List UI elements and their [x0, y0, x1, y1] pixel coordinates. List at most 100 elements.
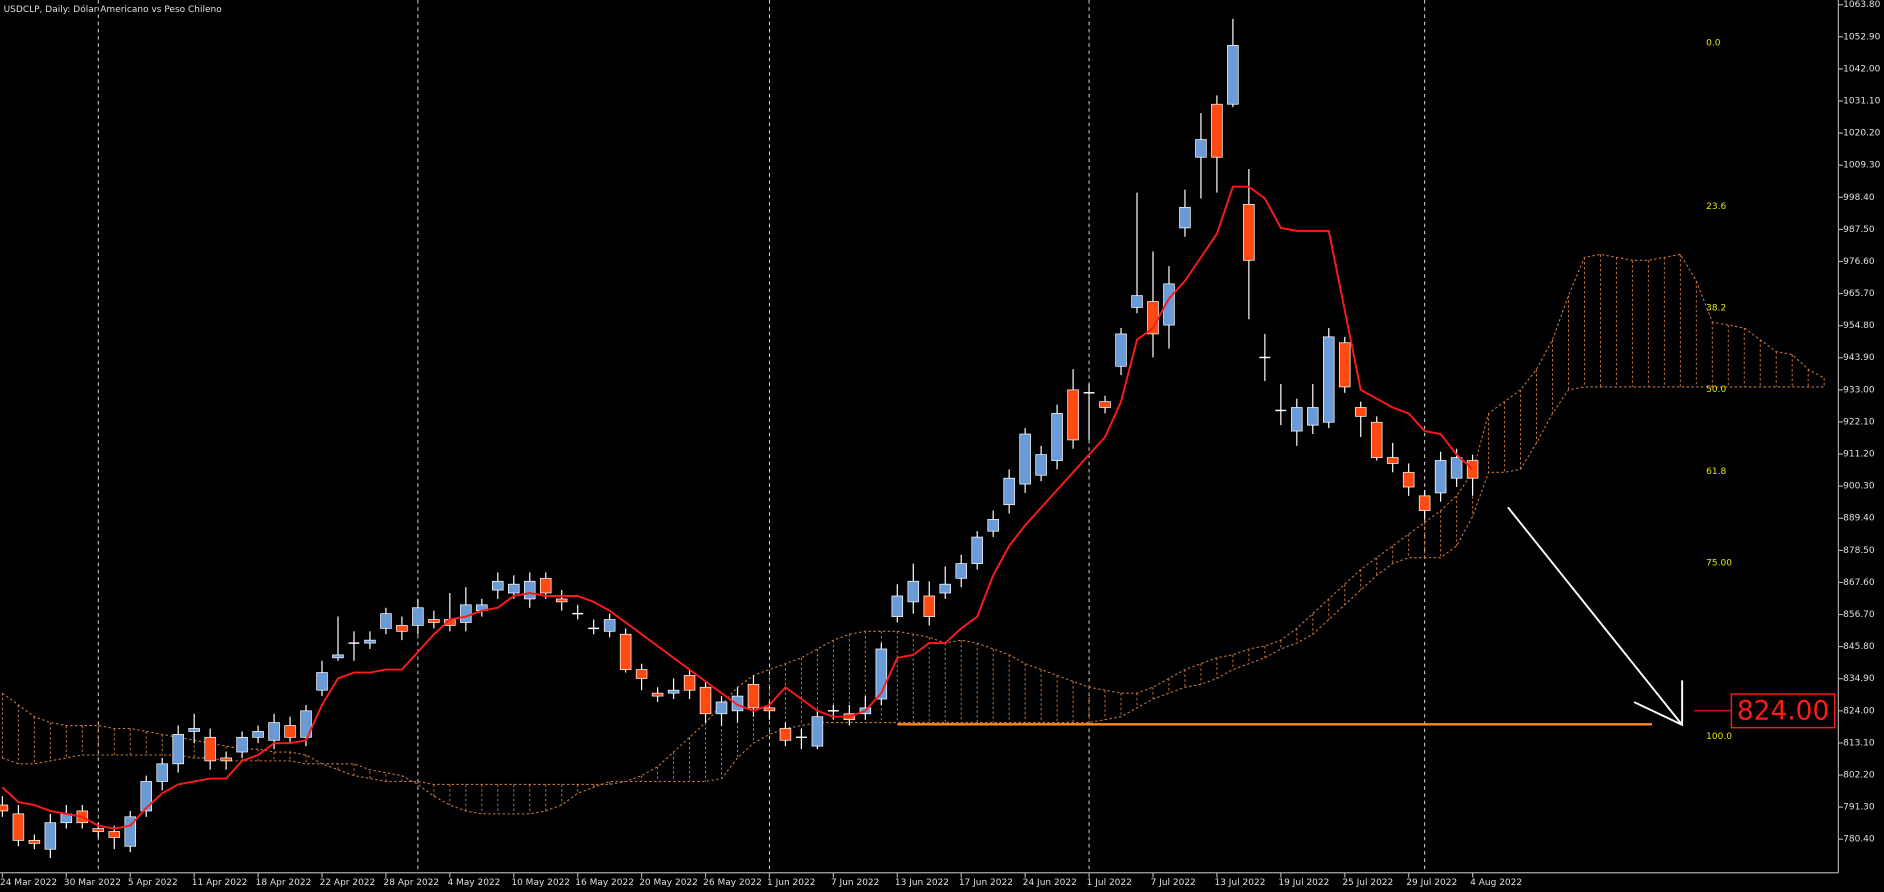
candle-body [1131, 295, 1143, 308]
candle-body [1019, 433, 1031, 485]
candle-body [364, 639, 376, 644]
y-tick-label: 1009.30 [1843, 161, 1880, 171]
target-box [1730, 693, 1836, 729]
candle-body [1227, 44, 1239, 105]
candle-body [1386, 457, 1399, 464]
y-tick-label: 1063.80 [1843, 0, 1880, 10]
y-tick-label: 1020.20 [1843, 129, 1880, 139]
candle-body [140, 781, 152, 812]
candle-body [1051, 413, 1063, 461]
candle-body [667, 689, 680, 694]
y-tick-label: 845.80 [1843, 642, 1875, 652]
candle-body [1338, 342, 1351, 388]
candle-body [699, 686, 712, 715]
candle-body [907, 580, 920, 603]
candle-body [1115, 333, 1127, 367]
x-tick-label: 4 May 2022 [447, 878, 500, 888]
candle-body [0, 804, 9, 812]
candle-body [811, 716, 824, 747]
candle-body [1243, 203, 1255, 261]
candle-body [635, 669, 648, 679]
main-layer [0, 18, 1653, 859]
candle-body [1067, 389, 1079, 441]
candle-body [939, 583, 952, 594]
candle-body [316, 672, 328, 691]
y-tick-label: 900.30 [1843, 482, 1875, 492]
y-tick-label: 911.20 [1843, 450, 1875, 460]
candle-body [555, 598, 568, 603]
candle-body [1418, 495, 1431, 511]
target-label: 824.00 [1737, 696, 1829, 727]
y-tick-label: 878.50 [1843, 546, 1875, 556]
candle-body [492, 580, 504, 591]
candle-body [508, 583, 520, 594]
candle-body [1099, 401, 1111, 408]
y-tick-label: 791.30 [1843, 803, 1875, 813]
candle-body [971, 536, 983, 564]
candle-body [396, 625, 408, 632]
candle-body [1211, 103, 1223, 158]
fib-label: 50.0 [1706, 385, 1726, 395]
x-tick-label: 7 Jul 2022 [1151, 878, 1196, 888]
candle-body [1035, 454, 1047, 476]
candle-body [747, 683, 760, 709]
y-tick-label: 834.90 [1843, 674, 1875, 684]
x-tick-label: 22 Apr 2022 [320, 878, 376, 888]
candle-body [268, 722, 280, 741]
candle-body [779, 728, 792, 741]
candle-body [891, 595, 904, 617]
candle-body [236, 736, 248, 753]
y-tick-label: 889.40 [1843, 514, 1875, 524]
y-tick-label: 856.70 [1843, 610, 1875, 620]
candle-body [1434, 460, 1447, 494]
x-tick-label: 24 Mar 2022 [0, 878, 57, 888]
y-tick-label: 1042.00 [1843, 64, 1880, 74]
x-tick-label: 18 Apr 2022 [256, 878, 312, 888]
x-tick-label: 7 Jun 2022 [831, 878, 879, 888]
x-tick-label: 24 Jun 2022 [1023, 878, 1077, 888]
candle-body [539, 577, 552, 594]
candle-body [1450, 457, 1463, 479]
candle-body [428, 619, 440, 623]
fib-label: 61.8 [1706, 467, 1726, 477]
x-tick-label: 1 Jul 2022 [1087, 878, 1132, 888]
candle-body [108, 831, 121, 838]
y-tick-label: 867.60 [1843, 578, 1875, 588]
y-tick-label: 954.80 [1843, 321, 1875, 331]
candle-body [124, 816, 137, 847]
x-tick-label: 28 Apr 2022 [384, 878, 440, 888]
candle-body [332, 654, 344, 659]
candle-body [156, 763, 168, 782]
x-tick-label: 26 May 2022 [703, 878, 762, 888]
y-tick-label: 813.10 [1843, 738, 1875, 748]
candle-body [220, 757, 232, 762]
candle-body [92, 828, 105, 832]
candle-body [252, 731, 264, 738]
y-tick-label: 922.10 [1843, 417, 1875, 427]
candle-body [1354, 407, 1367, 417]
y-tick-label: 824.00 [1843, 706, 1875, 716]
fib-label: 100.0 [1706, 732, 1732, 742]
cloud-edge [2, 386, 1825, 815]
y-tick-label: 780.40 [1843, 835, 1875, 845]
candle-body [987, 519, 999, 532]
candle-body [204, 736, 216, 762]
x-tick-label: 20 May 2022 [639, 878, 698, 888]
x-tick-label: 29 Jul 2022 [1406, 878, 1457, 888]
candle-body [412, 607, 424, 626]
x-tick-label: 5 Apr 2022 [128, 878, 178, 888]
candle-body [1003, 477, 1015, 506]
candle-body [1291, 407, 1303, 432]
arrow-head [1633, 680, 1684, 727]
y-tick-label: 976.60 [1843, 257, 1875, 267]
x-tick-label: 4 Aug 2022 [1470, 878, 1522, 888]
candle-body [523, 580, 536, 600]
indicator-line [1, 185, 1474, 830]
candle-body [460, 604, 472, 623]
x-tick-label: 25 Jul 2022 [1342, 878, 1393, 888]
x-tick-label: 30 Mar 2022 [64, 878, 121, 888]
candle-body [875, 648, 888, 700]
candle-body [172, 734, 184, 765]
x-tick-label: 13 Jul 2022 [1215, 878, 1266, 888]
